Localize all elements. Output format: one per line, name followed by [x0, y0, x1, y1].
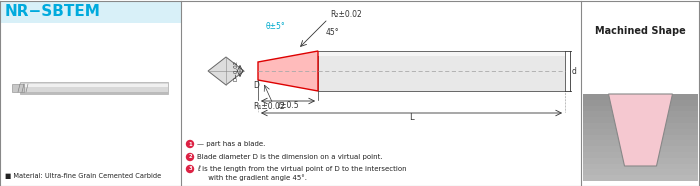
Text: ■ Material: Ultra-fine Grain Cemented Carbide: ■ Material: Ultra-fine Grain Cemented Ca…: [5, 173, 161, 179]
Text: 2: 2: [188, 155, 192, 160]
Polygon shape: [258, 51, 318, 91]
Text: with the gradient angle 45°.: with the gradient angle 45°.: [197, 175, 307, 181]
Bar: [583, 157, 698, 164]
Text: Machined Shape: Machined Shape: [595, 26, 686, 36]
Text: D: D: [253, 81, 259, 90]
Bar: [583, 105, 698, 111]
Bar: [20, 82, 168, 94]
Text: R₁±0.02: R₁±0.02: [253, 102, 285, 111]
Bar: [318, 51, 565, 91]
Text: θ±5°: θ±5°: [266, 22, 286, 31]
Bar: [583, 169, 698, 175]
Bar: [583, 152, 698, 158]
Text: ℓ±0.5: ℓ±0.5: [277, 101, 299, 110]
Circle shape: [186, 153, 193, 161]
Text: ℓ is the length from the virtual point of D to the intersection: ℓ is the length from the virtual point o…: [197, 166, 407, 172]
Circle shape: [186, 140, 193, 147]
Text: 1: 1: [188, 142, 192, 147]
Bar: [583, 94, 698, 100]
Bar: [20, 92, 168, 94]
Text: NR−SBTEM: NR−SBTEM: [5, 4, 101, 20]
Bar: [581, 1, 700, 93]
Text: R₂±0.02: R₂±0.02: [330, 10, 362, 19]
Text: Blade diameter D is the dimension on a virtual point.: Blade diameter D is the dimension on a v…: [197, 154, 383, 160]
Bar: [20, 84, 168, 87]
Bar: [583, 163, 698, 169]
Bar: [583, 140, 698, 146]
Bar: [318, 52, 565, 56]
Bar: [583, 134, 698, 140]
Bar: [583, 123, 698, 129]
Circle shape: [186, 166, 193, 172]
Bar: [583, 99, 698, 106]
Text: D−0.02: D−0.02: [233, 60, 238, 81]
Bar: [583, 111, 698, 117]
Polygon shape: [608, 94, 673, 166]
Bar: [12, 84, 24, 92]
Bar: [583, 175, 698, 181]
Bar: [583, 117, 698, 123]
Bar: [0, 1, 181, 23]
Bar: [583, 128, 698, 135]
Text: 45°: 45°: [326, 28, 340, 37]
Polygon shape: [208, 57, 244, 85]
Text: d: d: [572, 67, 577, 76]
Text: 3: 3: [188, 166, 192, 171]
Text: — part has a blade.: — part has a blade.: [197, 141, 265, 147]
Text: L: L: [410, 113, 414, 122]
Bar: [583, 146, 698, 152]
